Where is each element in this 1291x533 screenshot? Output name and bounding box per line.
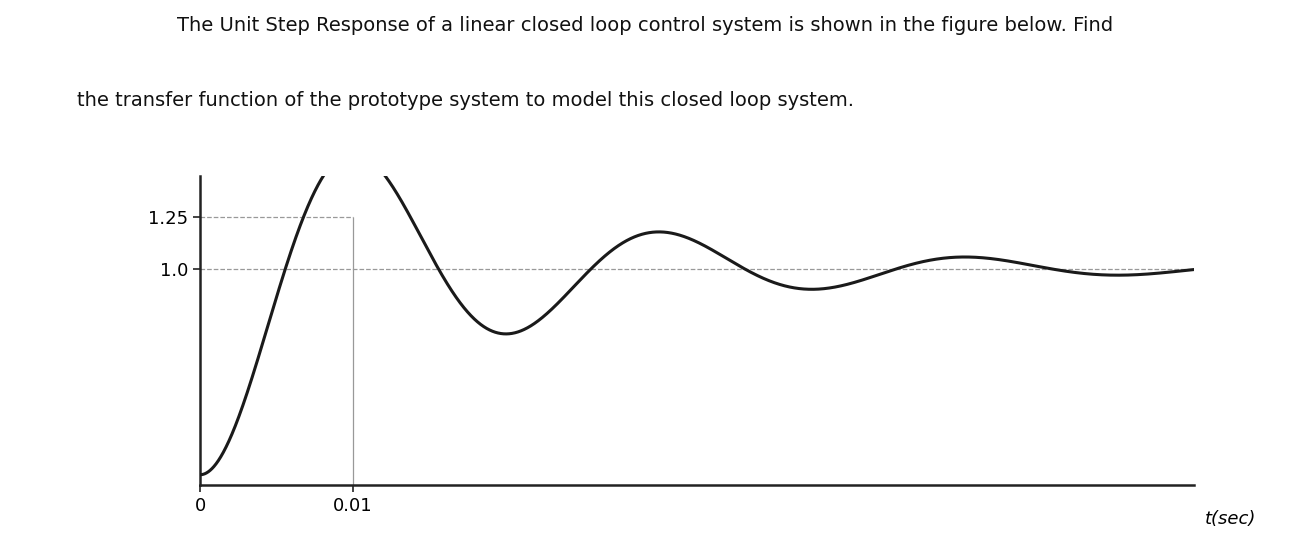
- Text: t(sec): t(sec): [1206, 510, 1256, 528]
- Text: the transfer function of the prototype system to model this closed loop system.: the transfer function of the prototype s…: [77, 91, 855, 110]
- Text: The Unit Step Response of a linear closed loop control system is shown in the fi: The Unit Step Response of a linear close…: [177, 16, 1114, 35]
